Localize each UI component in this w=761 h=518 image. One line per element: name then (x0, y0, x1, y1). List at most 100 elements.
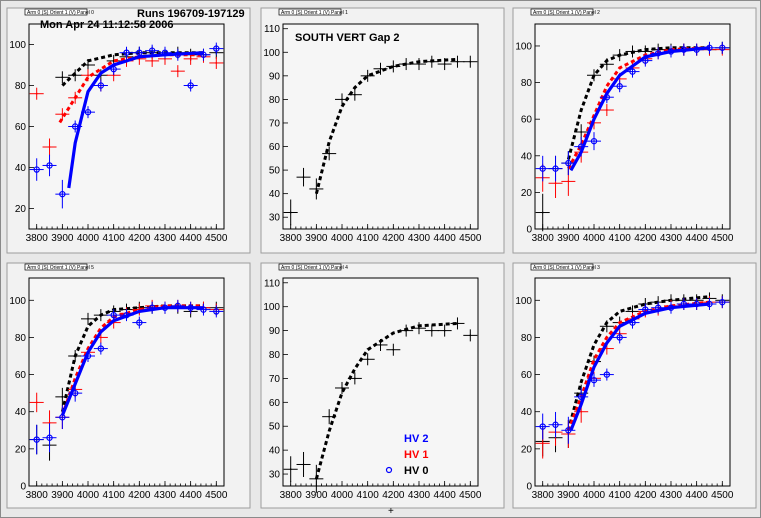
data-point (189, 57, 192, 60)
x-tick-label: 4000 (331, 490, 354, 501)
data-point (302, 176, 305, 179)
x-tick-label: 4000 (77, 490, 100, 501)
data-point (541, 211, 544, 214)
data-point (213, 45, 220, 52)
data-point (631, 50, 634, 53)
data-point (552, 165, 559, 172)
y-tick-label: 60 (15, 122, 27, 133)
data-point (469, 334, 472, 337)
data-point (590, 137, 598, 145)
data-point (642, 306, 649, 313)
y-tick-label: 0 (526, 482, 532, 493)
y-tick-label: 60 (269, 142, 281, 153)
data-point (87, 64, 89, 66)
x-tick-label: 4200 (634, 490, 657, 501)
legend-entry-hv1: HV 1 (404, 449, 428, 461)
x-tick-label: 4200 (382, 233, 405, 244)
pad-title-box (530, 8, 594, 16)
data-point (539, 165, 546, 172)
x-tick-label: 3900 (557, 490, 580, 501)
data-point (654, 50, 662, 57)
y-tick-label: 30 (269, 213, 281, 224)
data-point (366, 358, 369, 361)
x-tick-label: 4100 (357, 233, 380, 244)
data-point (580, 410, 583, 413)
y-tick-label: 110 (264, 278, 280, 289)
data-point (174, 302, 182, 310)
data-point (603, 371, 611, 378)
x-tick-label: 4400 (180, 490, 203, 501)
fit-curve (314, 57, 458, 195)
y-tick-label: 100 (263, 302, 280, 313)
data-point (123, 49, 130, 56)
y-tick-label: 110 (264, 24, 280, 35)
x-tick-label: 3900 (51, 233, 74, 244)
fit-curve (566, 295, 710, 431)
data-point (123, 311, 130, 319)
data-point (99, 314, 102, 317)
x-tick-label: 3800 (532, 233, 555, 244)
data-point (405, 63, 408, 65)
x-tick-label: 4200 (128, 233, 151, 244)
data-point (136, 319, 143, 326)
data-point (392, 348, 395, 351)
y-tick-label: 20 (521, 444, 533, 455)
data-point (629, 68, 636, 75)
data-point (59, 190, 66, 198)
data-point (151, 60, 154, 62)
x-tick-label: 3900 (51, 490, 74, 501)
x-tick-label: 4300 (408, 233, 431, 244)
data-point (605, 325, 608, 328)
x-tick-label: 4500 (711, 233, 734, 244)
data-point (315, 188, 318, 190)
data-point (565, 427, 572, 434)
data-point (61, 76, 64, 79)
data-point (605, 63, 608, 66)
data-point (71, 123, 79, 130)
data-point (539, 423, 546, 430)
data-point (99, 336, 102, 339)
y-tick-label: 20 (521, 188, 533, 199)
x-tick-label: 4200 (382, 490, 405, 501)
pad-title-box (278, 263, 342, 271)
pad-title: Arm 0 (S) Orient 1 (V) Panel 0 (27, 10, 94, 16)
data-point (48, 146, 51, 148)
pad-title-box (530, 263, 594, 271)
pad-title: Arm 0 (S) Orient 1 (V) Panel 4 (281, 265, 348, 271)
data-point (418, 63, 420, 65)
y-tick-label: 100 (9, 40, 26, 51)
data-point (456, 322, 459, 325)
x-tick-label: 4500 (205, 490, 228, 501)
data-point (680, 300, 688, 308)
plot-area (534, 23, 731, 230)
plot-area (282, 23, 479, 230)
x-tick-label: 4200 (634, 233, 657, 244)
data-point (605, 109, 608, 111)
x-tick-label: 3900 (305, 233, 328, 244)
data-point (176, 70, 179, 73)
x-tick-label: 4300 (154, 233, 177, 244)
data-point (418, 327, 420, 330)
data-point (200, 306, 207, 313)
data-point (593, 74, 595, 77)
data-point (35, 401, 38, 404)
data-point (469, 60, 472, 63)
data-point (405, 329, 408, 332)
x-tick-label: 4400 (686, 490, 709, 501)
data-point (430, 60, 433, 63)
x-tick-label: 4500 (459, 233, 482, 244)
data-point (328, 152, 331, 155)
data-point (148, 304, 156, 311)
x-tick-label: 4100 (609, 233, 632, 244)
data-point (289, 468, 292, 471)
data-point (541, 442, 544, 445)
series-2 (29, 299, 224, 455)
y-tick-label: 100 (515, 41, 532, 52)
x-tick-label: 4100 (103, 490, 126, 501)
data-point (430, 329, 433, 332)
x-tick-label: 4000 (583, 490, 606, 501)
data-point (605, 347, 608, 350)
y-tick-label: 80 (521, 333, 533, 344)
